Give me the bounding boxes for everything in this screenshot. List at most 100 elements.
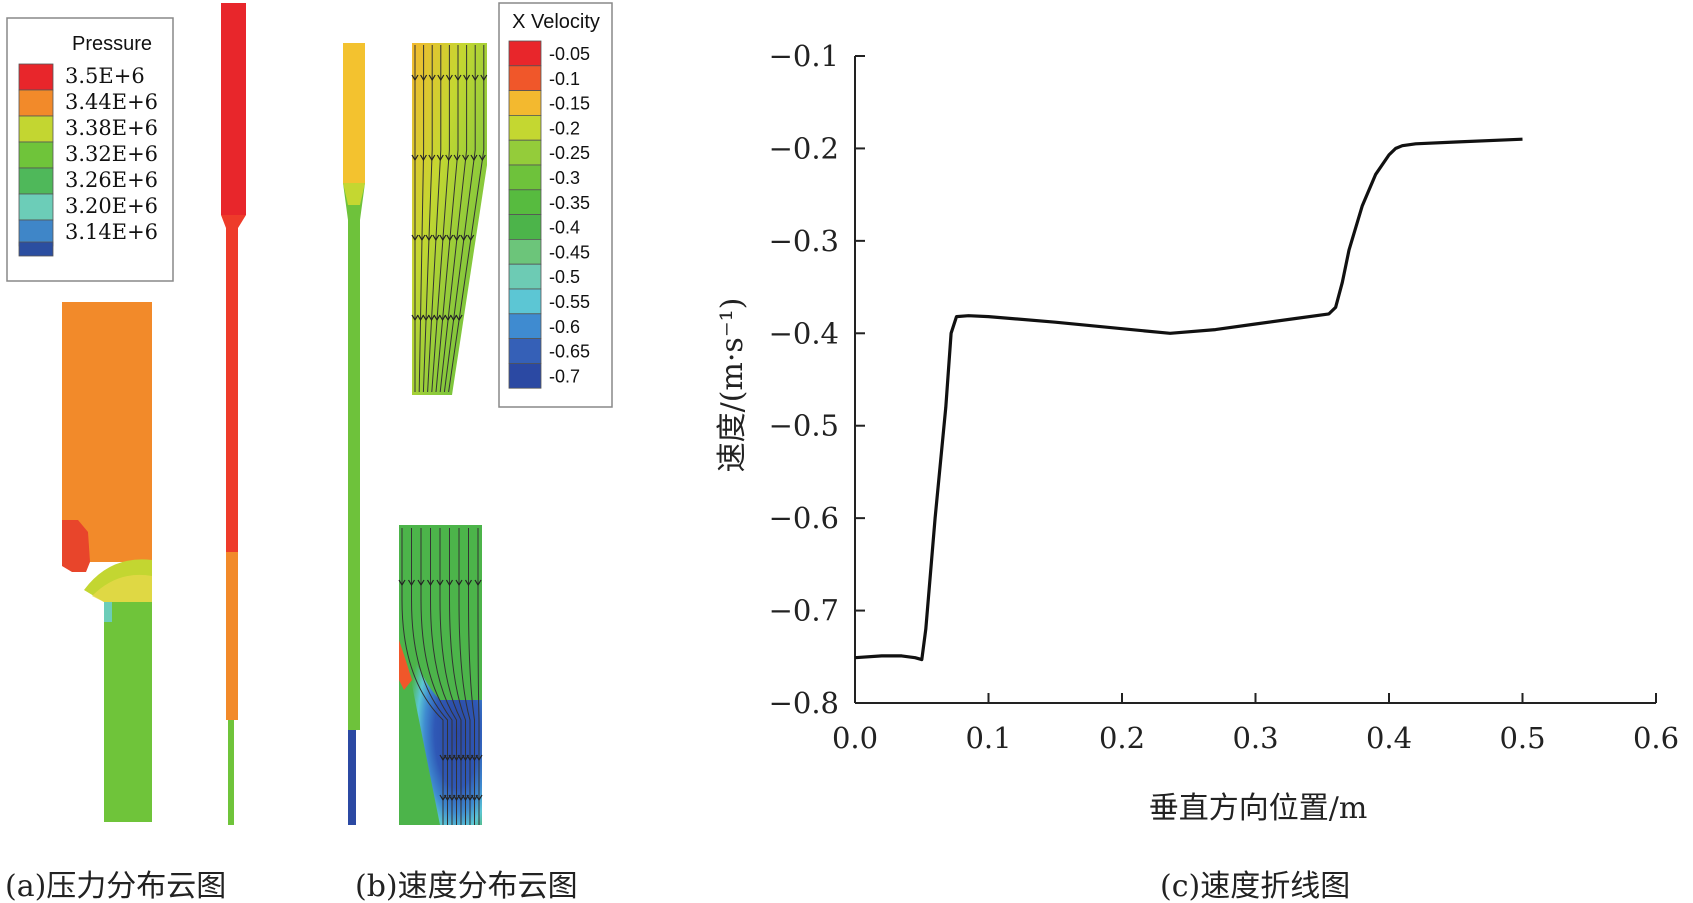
streamline-arrow <box>480 74 488 82</box>
pressure-legend-label: 3.5E+6 <box>65 64 145 88</box>
pressure-column-top <box>221 3 246 215</box>
streamline-arrow <box>422 314 430 322</box>
pressure-column-bottom <box>228 720 234 825</box>
streamline <box>468 528 475 825</box>
streamline-arrow <box>411 154 419 162</box>
pressure-low-spot <box>104 602 112 622</box>
velocity-streamlines-top <box>411 45 488 393</box>
streamline-arrow <box>455 314 463 322</box>
velocity-legend-title: X Velocity <box>512 11 600 33</box>
velocity-legend-label: -0.65 <box>549 342 590 362</box>
streamline-arrow <box>464 579 473 587</box>
pressure-high-spot <box>62 520 90 572</box>
velocity-swatch <box>508 90 542 116</box>
velocity-column-bottom <box>348 730 356 825</box>
y-tick-label: −0.5 <box>769 409 839 443</box>
y-axis-label: 速度/(m·s⁻¹) <box>715 298 750 473</box>
streamline <box>401 528 444 825</box>
velocity-swatch <box>508 362 542 389</box>
velocity-swatch <box>508 288 542 315</box>
streamline-arrow <box>455 579 463 587</box>
caption-b: (b)速度分布云图 <box>355 869 578 903</box>
velocity-streamlines-bottom <box>398 528 483 825</box>
x-tick-label: 0.4 <box>1366 721 1412 755</box>
y-tick-label: −0.4 <box>769 316 839 350</box>
streamline-arrow <box>426 579 435 587</box>
streamline-arrow <box>425 234 433 242</box>
streamline-arrow <box>450 314 458 322</box>
velocity-legend-swatches: -0.05 -0.1 -0.15 -0.2 -0.25 -0.3 -0.35 -0.4 -0.4… <box>508 40 590 389</box>
streamline-arrow <box>475 794 483 802</box>
pressure-swatch <box>18 167 54 195</box>
streamline <box>411 528 448 825</box>
velocity-legend-label: -0.05 <box>549 44 590 64</box>
pressure-legend-swatches: 3.5E+63.44E+63.38E+63.32E+63.26E+63.20E+… <box>18 63 158 257</box>
x-tick-label: 0.1 <box>965 721 1011 755</box>
y-ticks: −0.1 −0.2 −0.3 −0.4 −0.5 −0.6 −0.7 −0.8 <box>769 39 865 720</box>
streamline <box>439 528 462 825</box>
streamline-arrow <box>432 234 440 242</box>
velocity-legend-label: -0.1 <box>549 69 580 89</box>
streamline-arrow <box>428 314 436 322</box>
streamline-arrow <box>433 314 441 322</box>
velocity-legend-label: -0.6 <box>549 317 580 337</box>
streamline-arrow <box>436 154 444 162</box>
velocity-legend-label: -0.2 <box>549 118 580 138</box>
pressure-legend: Pressure 3.5E+63.44E+63.38E+63.32E+63.26… <box>6 17 174 282</box>
x-tick-label: 0.3 <box>1232 721 1278 755</box>
streamline-arrow <box>428 154 436 162</box>
streamline-arrow <box>436 579 444 587</box>
x-tick-label: 0.6 <box>1633 721 1679 755</box>
pressure-swatch <box>18 193 54 221</box>
pressure-legend-label: 3.20E+6 <box>65 194 158 218</box>
streamline-arrow <box>417 579 425 587</box>
pressure-swatch <box>18 115 54 143</box>
velocity-contour <box>343 43 488 825</box>
velocity-edge-spot <box>399 640 412 690</box>
velocity-swatch <box>508 65 542 92</box>
velocity-legend-label: -0.25 <box>549 143 590 163</box>
caption-c: (c)速度折线图 <box>1160 869 1350 903</box>
pressure-region-lower <box>104 602 152 822</box>
pressure-swatch-bottom <box>18 241 54 257</box>
velocity-column-transition <box>343 183 365 205</box>
velocity-swatch <box>508 189 542 216</box>
streamline-arrow <box>445 154 453 162</box>
pressure-region-upper <box>62 302 152 562</box>
velocity-swatch <box>508 313 542 339</box>
velocity-legend-label: -0.7 <box>549 366 580 386</box>
velocity-legend-label: -0.4 <box>549 218 580 238</box>
velocity-legend: X Velocity -0.05-0.1-0.15-0.2-0.25-0.3-0… <box>498 2 613 408</box>
streamline-arrow <box>439 314 447 322</box>
pressure-legend-label: 3.38E+6 <box>65 116 158 140</box>
velocity-swatch <box>508 238 542 265</box>
streamline-arrow <box>463 74 471 82</box>
x-ticks: 0.0 0.1 0.2 0.3 0.4 0.5 0.6 <box>832 693 1679 755</box>
velocity-swatch <box>508 139 542 166</box>
velocity-streamline-top <box>412 43 487 395</box>
streamline-arrow <box>416 314 425 322</box>
velocity-legend-label: -0.5 <box>549 267 580 287</box>
streamline-arrow <box>454 74 462 82</box>
streamline-arrow <box>428 74 436 82</box>
streamline-arrow <box>446 234 454 242</box>
streamline <box>430 528 457 825</box>
streamline-arrow <box>471 74 479 82</box>
pressure-swatch <box>18 141 54 169</box>
streamline-arrow <box>478 154 486 162</box>
pressure-swatch <box>18 89 54 117</box>
x-axis-label: 垂直方向位置/m <box>1149 791 1368 826</box>
velocity-line-chart: 0.0 0.1 0.2 0.3 0.4 0.5 0.6 −0.1−0.2−0.3−0.4−0… <box>715 39 1679 826</box>
caption-a: (a)压力分布云图 <box>5 869 226 903</box>
pressure-legend-label: 3.14E+6 <box>65 220 158 244</box>
velocity-column-top <box>343 43 365 183</box>
streamline <box>420 528 453 825</box>
streamline-arrow <box>411 314 419 322</box>
velocity-swatch <box>508 164 542 191</box>
series-line <box>854 137 1523 662</box>
velocity-legend-label: -0.55 <box>549 292 590 312</box>
pressure-legend-label: 3.32E+6 <box>65 142 158 166</box>
streamline-arrow <box>418 234 426 242</box>
pressure-column-mid <box>221 215 246 552</box>
